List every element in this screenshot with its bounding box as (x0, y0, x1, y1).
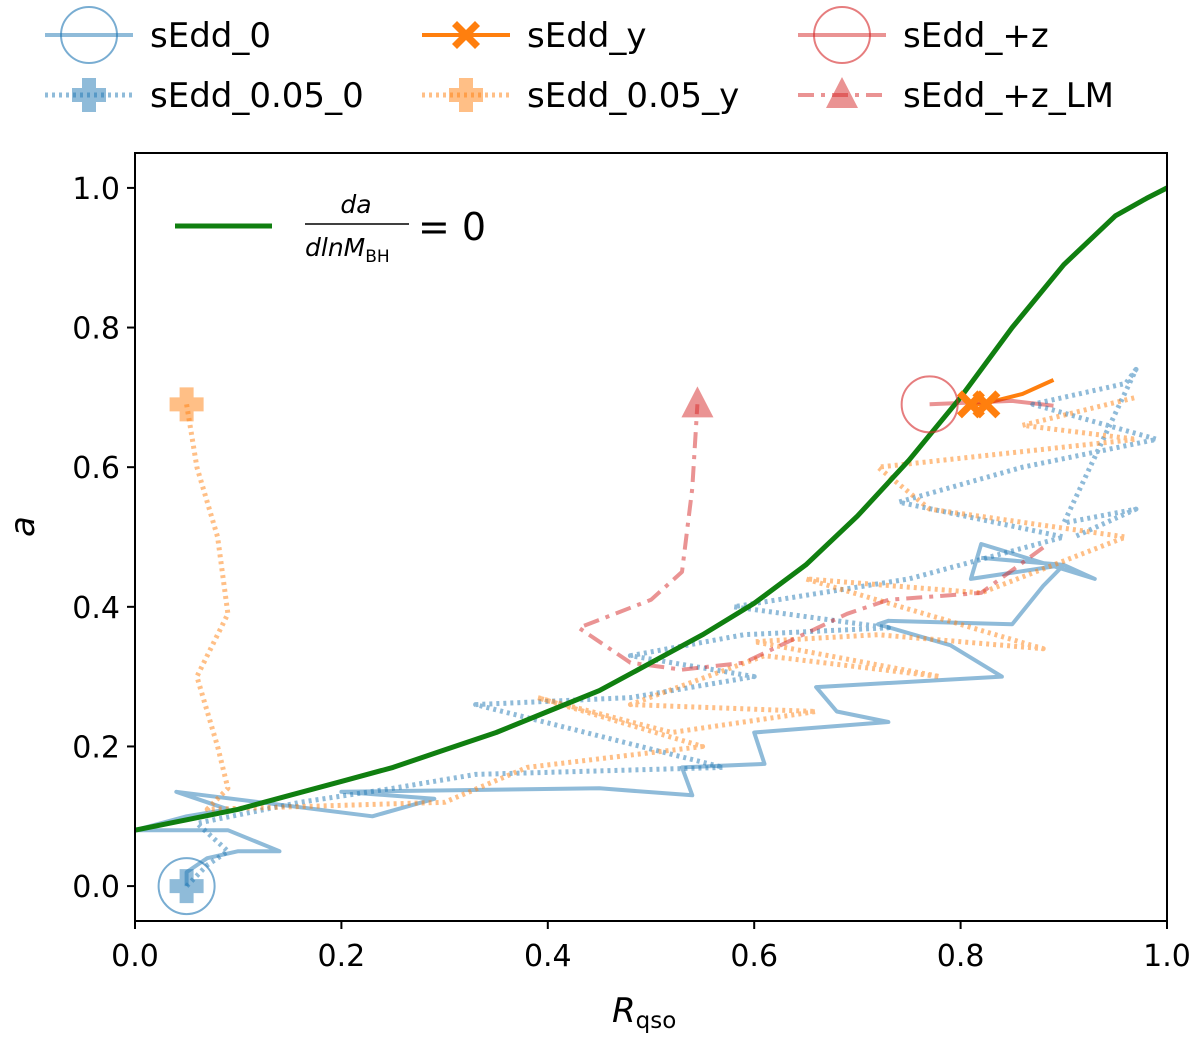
legend-label: sEdd_+z (903, 16, 1049, 56)
inner-legend-denominator-main: dlnM (305, 233, 365, 262)
y-axis: 0.0 0.2 0.4 0.6 0.8 1.0 (72, 172, 135, 905)
critical-curve (135, 185, 1167, 833)
y-axis-title: a (3, 516, 43, 537)
inner-legend: da dlnMBH = 0 (175, 190, 486, 267)
legend-label: sEdd_0 (150, 16, 271, 56)
legend-item-sEdd_0.05_0: sEdd_0.05_0 (45, 76, 364, 116)
legend-label: sEdd_0.05_0 (150, 76, 364, 116)
x-tick-label: 0.0 (111, 939, 159, 974)
marker-sEdd_0-start (157, 857, 216, 916)
marker-sEdd_0.05_0-start (169, 869, 204, 904)
inner-legend-denominator: dlnMBH (305, 233, 390, 267)
series-sEdd_0 (135, 542, 1097, 887)
y-tick-label: 1.0 (72, 172, 120, 207)
inner-legend-equals: = 0 (418, 205, 486, 249)
y-tick-label: 0.8 (72, 312, 120, 347)
legend-item-sEdd_+z: sEdd_+z (798, 6, 1049, 64)
inner-legend-numerator: da (340, 190, 371, 219)
y-tick-label: 0.2 (72, 730, 120, 765)
marker-layer (157, 375, 1001, 916)
x-tick-label: 0.8 (937, 939, 985, 974)
x-axis-title-main: R (612, 991, 636, 1031)
legend-label: sEdd_y (527, 16, 646, 56)
series-layer (135, 185, 1167, 888)
legend-item-sEdd_0.05_y: sEdd_0.05_y (422, 76, 739, 116)
marker-sEdd_0.05_y-start (169, 387, 204, 422)
marker-sEdd_y-start-b (972, 390, 1001, 419)
y-tick-label: 0.4 (72, 591, 120, 626)
x-tick-label: 1.0 (1143, 939, 1191, 974)
marker-sEdd_+z-start (900, 375, 959, 434)
y-tick-label: 0.6 (72, 451, 120, 486)
legend-marker-plus (449, 78, 483, 112)
x-tick-label: 0.6 (730, 939, 778, 974)
legend-label: sEdd_0.05_y (527, 76, 739, 116)
x-axis: 0.0 0.2 0.4 0.6 0.8 1.0 (111, 921, 1191, 974)
plot-area (134, 152, 1168, 922)
x-tick-label: 0.4 (524, 939, 572, 974)
x-tick-label: 0.2 (318, 939, 366, 974)
series-sEdd_0.05_y (184, 394, 1139, 812)
legend-marker-triangle (826, 77, 858, 108)
legend-marker-x (452, 21, 480, 49)
marker-sEdd_+z_LM-start (681, 386, 714, 418)
legend-item-sEdd_y: sEdd_y (422, 16, 646, 56)
legend-label: sEdd_+z_LM (903, 76, 1114, 116)
x-axis-title: Rqso (612, 991, 676, 1034)
series-sEdd_+z_LM (576, 404, 1045, 672)
legend-item-sEdd_+z_LM: sEdd_+z_LM (798, 76, 1114, 116)
legend-marker-circle (60, 6, 118, 64)
inner-legend-denominator-sub: BH (365, 247, 389, 267)
legend-item-sEdd_0: sEdd_0 (45, 6, 271, 64)
series-sEdd_0.05_0 (184, 366, 1160, 888)
legend: sEdd_0 sEdd_y sEdd_+z sEdd_0.05_0 sEdd_0.05_… (45, 6, 1114, 116)
x-axis-title-sub: qso (636, 1008, 677, 1034)
legend-marker-circle (813, 6, 871, 64)
y-tick-label: 0.0 (72, 870, 120, 905)
plot-frame (134, 152, 1168, 922)
legend-marker-plus (72, 78, 106, 112)
